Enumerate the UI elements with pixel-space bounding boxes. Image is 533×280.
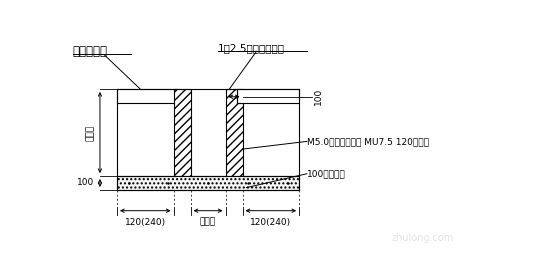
- Text: M5.0水泥砂浆砌筑 MU7.5 120厚砖墙: M5.0水泥砂浆砌筑 MU7.5 120厚砖墙: [307, 137, 429, 146]
- Text: 1：2.5水泥砂浆粉刷: 1：2.5水泥砂浆粉刷: [218, 43, 285, 53]
- Bar: [237, 89, 299, 103]
- Bar: [117, 176, 299, 190]
- Text: 120(240): 120(240): [251, 218, 292, 227]
- Text: 地深窗: 地深窗: [86, 125, 95, 141]
- Text: 120(240): 120(240): [125, 218, 166, 227]
- Bar: [117, 89, 179, 103]
- Bar: [174, 89, 191, 176]
- Text: 地梁宽: 地梁宽: [200, 218, 216, 227]
- Text: 地梁或承台: 地梁或承台: [73, 45, 108, 58]
- Text: zhulong.com: zhulong.com: [392, 233, 454, 243]
- Text: 100厚砼垫层: 100厚砼垫层: [307, 169, 345, 178]
- Bar: [225, 89, 243, 176]
- Text: 100: 100: [314, 88, 323, 105]
- Text: 100: 100: [77, 178, 94, 188]
